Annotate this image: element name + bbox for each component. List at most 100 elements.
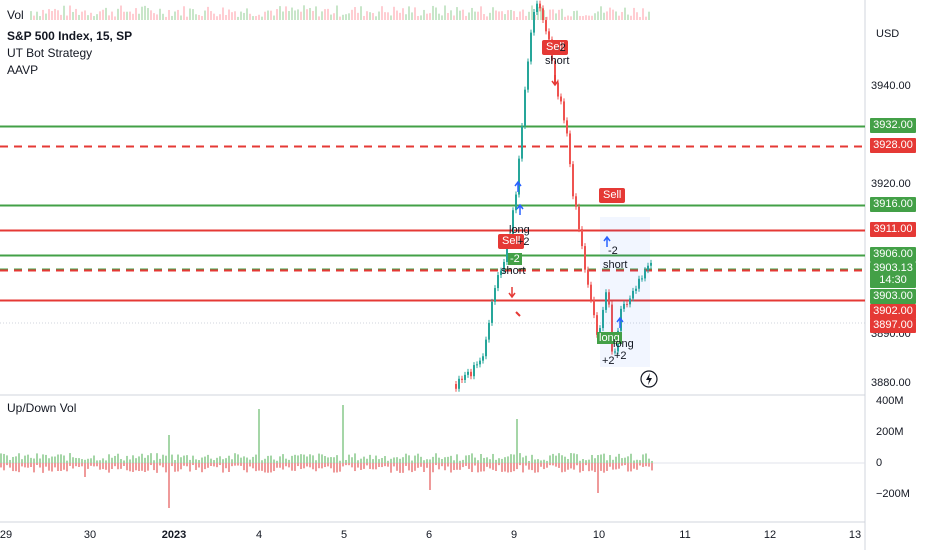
- candle-body: [647, 265, 649, 271]
- up-volume-bar: [201, 457, 203, 463]
- down-volume-bar: [351, 463, 353, 468]
- volume-bar: [594, 13, 596, 20]
- down-volume-bar: [189, 463, 191, 472]
- down-volume-bar: [84, 463, 86, 477]
- up-volume-bar: [27, 454, 29, 463]
- up-volume-bar: [321, 454, 323, 463]
- up-volume-bar: [54, 456, 56, 463]
- volume-bar: [642, 8, 644, 20]
- lightning-icon[interactable]: [640, 370, 658, 388]
- up-volume-bar: [378, 459, 380, 463]
- down-volume-bar: [42, 463, 44, 473]
- candle-body: [533, 11, 535, 33]
- bar-countdown: 14:30: [879, 274, 907, 286]
- up-volume-bar: [408, 455, 410, 463]
- volume-bar: [111, 11, 113, 20]
- up-volume-bar: [573, 453, 575, 463]
- volume-bar: [519, 11, 521, 20]
- up-volume-bar: [624, 457, 626, 463]
- up-volume-bar: [372, 459, 374, 463]
- down-volume-bar: [507, 463, 509, 473]
- candle-body: [539, 3, 541, 9]
- up-volume-bar: [354, 453, 356, 463]
- up-volume-bar: [411, 460, 413, 463]
- volume-bar: [129, 11, 131, 20]
- up-volume-bar: [447, 456, 449, 463]
- sell-flag: Sell: [498, 234, 525, 249]
- up-volume-bar: [120, 459, 122, 463]
- up-volume-bar: [381, 458, 383, 463]
- down-volume-bar: [645, 463, 647, 467]
- up-volume-bar: [234, 453, 236, 463]
- down-volume-bar: [381, 463, 383, 468]
- down-volume-bar: [450, 463, 452, 473]
- down-volume-bar: [576, 463, 578, 466]
- down-volume-bar: [636, 463, 638, 470]
- up-volume-bar: [432, 456, 434, 463]
- down-volume-bar: [558, 463, 560, 468]
- down-volume-bar: [639, 463, 641, 466]
- last-price-value: 3903.13: [873, 262, 913, 274]
- volume-bar: [591, 15, 593, 20]
- up-volume-bar: [426, 459, 428, 463]
- volume-bar: [36, 11, 38, 20]
- down-volume-bar: [408, 463, 410, 471]
- up-volume-bar: [582, 459, 584, 463]
- candle-body: [506, 246, 508, 262]
- strategy-legend[interactable]: UT Bot Strategy: [7, 46, 93, 60]
- down-volume-bar: [495, 463, 497, 472]
- volume-bar: [585, 15, 587, 20]
- volume-bar: [189, 8, 191, 20]
- up-volume-bar: [615, 456, 617, 463]
- up-volume-bar: [633, 460, 635, 463]
- down-volume-bar: [567, 463, 569, 470]
- volume-bar: [615, 11, 617, 20]
- volume-bar: [417, 15, 419, 20]
- up-volume-bar: [63, 455, 65, 463]
- symbol-legend[interactable]: S&P 500 Index, 15, SP: [7, 29, 133, 43]
- down-volume-bar: [597, 463, 599, 493]
- up-volume-bar: [102, 458, 104, 463]
- down-volume-bar: [255, 463, 257, 472]
- volume-bar: [330, 14, 332, 20]
- up-volume-bar: [9, 459, 11, 463]
- volume-bar: [342, 14, 344, 20]
- signal-qty: +2: [614, 350, 627, 362]
- volume-bar: [324, 9, 326, 20]
- down-volume-bar: [468, 463, 470, 469]
- up-volume-bar: [387, 460, 389, 463]
- down-volume-bar: [201, 463, 203, 473]
- down-volume-bar: [216, 463, 218, 468]
- candle-body: [635, 288, 637, 291]
- up-volume-bar: [537, 459, 539, 463]
- down-volume-bar: [501, 463, 503, 472]
- up-volume-bar: [417, 453, 419, 463]
- volume-bar: [345, 14, 347, 20]
- down-volume-bar: [30, 463, 32, 467]
- candle-body: [572, 164, 574, 197]
- down-volume-bar: [336, 463, 338, 473]
- up-volume-bar: [549, 455, 551, 463]
- volume-bar: [108, 15, 110, 20]
- up-volume-bar: [219, 456, 221, 463]
- candle-body: [464, 374, 466, 380]
- down-volume-bar: [33, 463, 35, 473]
- volume-bar: [501, 11, 503, 20]
- up-volume-bar: [279, 456, 281, 463]
- volume-bar: [468, 12, 470, 20]
- up-volume-bar: [450, 455, 452, 463]
- indicator-legend[interactable]: AAVP: [7, 63, 39, 77]
- candle-body: [584, 246, 586, 270]
- volume-bar: [645, 16, 647, 20]
- down-volume-bar: [66, 463, 68, 472]
- signal-qty: +2: [602, 355, 615, 367]
- signal-qty: -2: [608, 245, 618, 257]
- up-volume-bar: [90, 458, 92, 463]
- time-tick: 13: [848, 529, 862, 541]
- volume-bar: [438, 13, 440, 20]
- up-volume-bar: [570, 453, 572, 463]
- candle-body: [593, 299, 595, 316]
- up-volume-bar: [186, 455, 188, 463]
- volume-bar: [57, 10, 59, 20]
